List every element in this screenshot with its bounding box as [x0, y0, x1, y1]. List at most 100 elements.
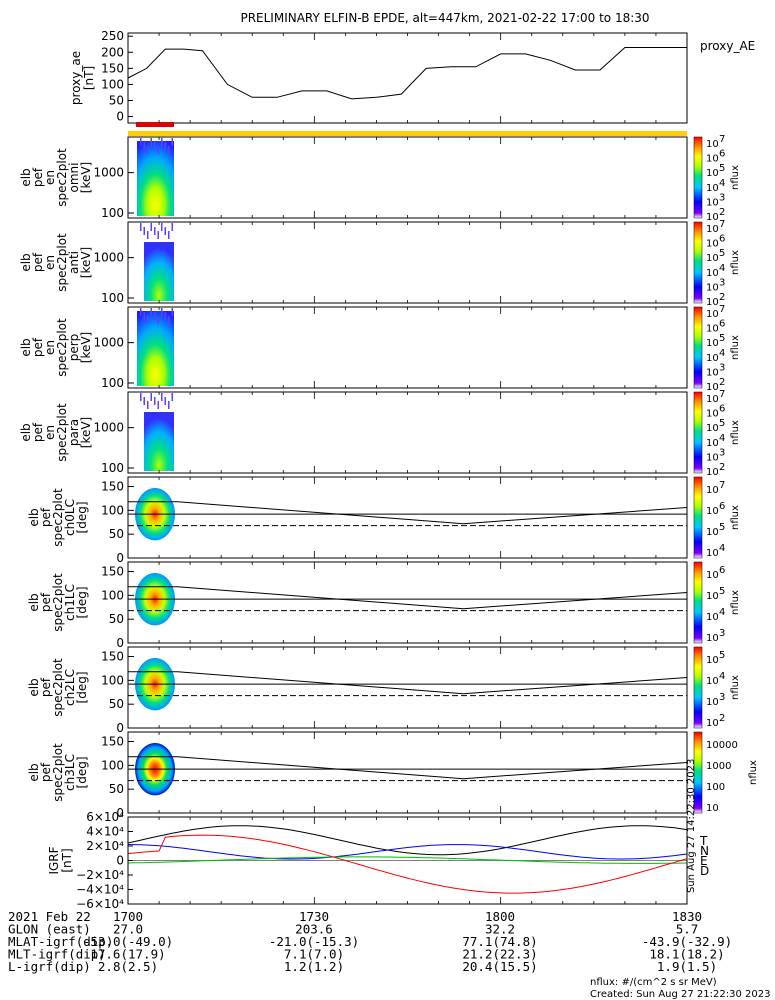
ytick-label: 50: [109, 782, 124, 796]
ytick-label: 100: [101, 461, 124, 475]
ylabel: en: [43, 425, 57, 440]
ylabel: en: [43, 255, 57, 270]
spectrogram-data: [137, 311, 174, 386]
ylabel: elb: [27, 763, 41, 781]
colorbar-label: nflux: [730, 165, 741, 190]
colorbar-exp: 4: [719, 178, 725, 189]
ylabel: elb: [27, 508, 41, 526]
colorbar-tick: 10: [706, 612, 719, 623]
colorbar-tick: 10: [706, 803, 719, 814]
spectrogram-noise: [143, 397, 145, 405]
ytick-label: 0: [116, 110, 124, 124]
colorbar-exp: 6: [719, 149, 725, 160]
spectrogram-noise: [154, 142, 156, 150]
spectrogram-data: [137, 141, 174, 216]
side-stamp: Sun Aug 27 14:22:30 2023: [686, 759, 697, 893]
ylabel: pef: [39, 677, 53, 697]
ylabel: spec2plot: [51, 573, 65, 632]
colorbar-exp: 5: [719, 650, 725, 661]
colorbar-exp: 4: [719, 671, 725, 682]
ylabel: [keV]: [79, 162, 93, 193]
loss-cone-line: [128, 671, 688, 695]
ytick-label: 50: [109, 94, 124, 108]
ylabel: para: [67, 419, 81, 446]
colorbar-label: nflux: [748, 760, 759, 785]
colorbar-tick: 10: [706, 467, 719, 478]
ytick-label: 50: [109, 697, 124, 711]
spectrogram-frame: [127, 306, 688, 389]
spectrogram-noise: [147, 401, 149, 409]
proxy-ae-panel: 250 200 150 100 50 0 proxy_ae [nT] proxy_AE: [69, 29, 755, 123]
ylabel: elb: [27, 678, 41, 696]
spectrogram-data: [144, 242, 174, 301]
colorbar-tick: 10: [706, 197, 719, 208]
ylabel: spec2plot: [51, 658, 65, 717]
spectrogram-noise: [150, 393, 152, 401]
spectrogram-noise: [164, 312, 166, 320]
ylabel: pef: [31, 167, 45, 187]
colorbar-exp: 3: [719, 692, 725, 703]
spectrogram-noise: [171, 223, 173, 231]
colorbar-tick: 10: [706, 591, 719, 602]
ylabel: proxy_ae: [69, 51, 83, 105]
spectrogram-noise: [171, 138, 173, 146]
colorbar-tick: 10: [706, 282, 719, 293]
colorbar-tick: 10: [706, 139, 719, 150]
ylabel: pef: [39, 592, 53, 612]
xaxis-row-value: 203.6: [295, 922, 333, 937]
colorbar-exp: 6: [719, 234, 725, 245]
colorbar-label: nflux: [730, 420, 741, 445]
ytick-label: 0: [116, 721, 124, 735]
ylabel: spec2plot: [55, 233, 69, 292]
spectrogram-noise: [161, 393, 163, 401]
colorbar-exp: 2: [719, 207, 725, 218]
ylabel: elb: [19, 423, 33, 441]
colorbar-tick: 10: [706, 409, 719, 420]
xaxis-row-value: 27.0: [113, 922, 143, 937]
xaxis-row-label: MLT-igrf(dip): [8, 947, 106, 962]
pitch-angle-frame: [127, 476, 688, 559]
ytick-label: 100: [101, 206, 124, 220]
spectrogram-noise: [140, 393, 142, 401]
ylabel: elb: [27, 593, 41, 611]
colorbar-tick: 10: [706, 212, 719, 223]
ylabel: spec2plot: [55, 148, 69, 207]
ytick-label: 1000: [93, 336, 124, 350]
xaxis-row-value: 77.1(74.8): [462, 934, 537, 949]
colorbar-exp: 7: [719, 480, 725, 491]
spectrogram-frame: [127, 221, 688, 304]
colorbar-tick: 10: [706, 527, 719, 538]
ylabel: [deg]: [75, 672, 89, 704]
created-stamp: Created: Sun Aug 27 21:22:30 2023: [590, 989, 770, 1000]
xaxis-row-value: 17.6(17.9): [90, 947, 165, 962]
ylabel: [keV]: [79, 247, 93, 278]
ytick-label: 100: [101, 291, 124, 305]
colorbar-exp: 5: [719, 163, 725, 174]
ytick-label: 0: [116, 806, 124, 820]
ytick-label: 100: [101, 588, 124, 602]
spectrogram-noise: [168, 316, 170, 324]
colorbar: [693, 561, 703, 644]
spectrogram-noise: [171, 308, 173, 316]
colorbar-exp: 2: [719, 292, 725, 303]
igrf-legend-E: E: [700, 854, 708, 868]
colorbar-tick: 1000: [706, 761, 731, 772]
ytick-label: 100: [101, 376, 124, 390]
ylabel: [keV]: [79, 332, 93, 363]
spectrogram-frame: [127, 391, 688, 474]
spectrogram-noise: [168, 231, 170, 239]
ytick-label: −4×10⁴: [76, 883, 124, 897]
ylabel: perp: [67, 334, 81, 362]
xaxis-row-label: 2021 Feb 22: [8, 909, 91, 924]
colorbar: [693, 391, 703, 474]
ylabel: [keV]: [79, 417, 93, 448]
xaxis-row-value: 1700: [113, 909, 143, 924]
colorbar-tick: 10: [706, 224, 719, 235]
colorbar-tick: 10: [706, 655, 719, 666]
colorbar-tick: 10: [706, 324, 719, 335]
colorbar-label: nflux: [730, 250, 741, 275]
